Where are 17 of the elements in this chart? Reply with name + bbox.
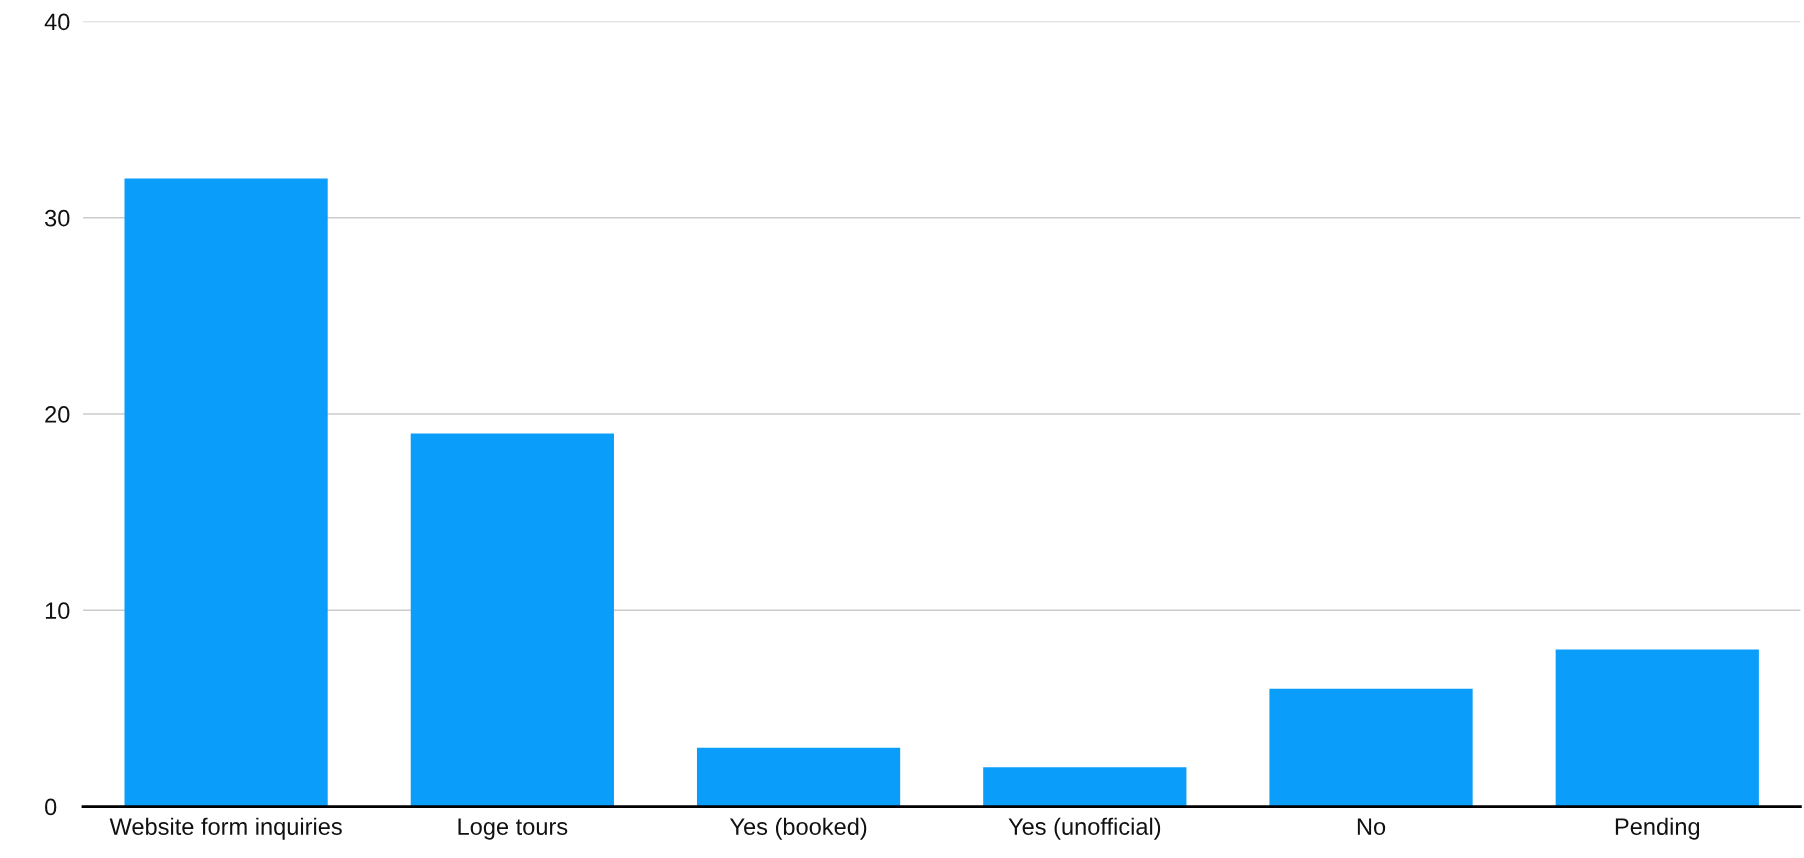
x-tick-label: Website form inquiries (109, 817, 342, 840)
y-tick-label: 40 (44, 13, 70, 31)
y-tick-label: 20 (45, 406, 70, 423)
x-tick-label: Yes (booked) (729, 817, 867, 840)
bar (124, 178, 328, 807)
x-tick-label: No (1357, 818, 1386, 835)
y-tick-label: 30 (45, 209, 70, 227)
y-tick-label: 0 (45, 798, 57, 816)
y-tick-label: 10 (45, 602, 70, 620)
bar (1269, 688, 1473, 807)
bar (410, 433, 614, 807)
x-tick-label: Loge tours (458, 818, 568, 840)
x-tick-label: Yes (unofficial) (1008, 817, 1161, 840)
bar (983, 767, 1187, 807)
x-tick-label: Pending (1615, 817, 1700, 840)
bar (696, 747, 901, 807)
bar (1555, 649, 1759, 807)
